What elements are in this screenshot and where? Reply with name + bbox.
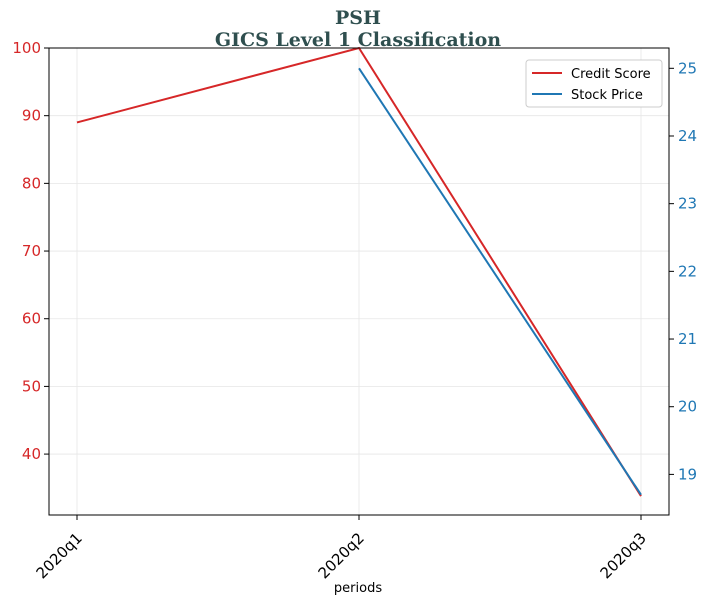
- left-tick-label: 60: [22, 310, 41, 328]
- right-tick-label: 23: [678, 195, 697, 213]
- x-tick-label: 2020q2: [315, 529, 368, 582]
- left-axis: 40 50 60 70 80 90 100: [12, 39, 49, 463]
- x-axis-label: periods: [334, 581, 382, 596]
- right-axis: 19 20 21 22 23 24 25: [669, 59, 697, 483]
- series-line-stock-price: [358, 67, 642, 496]
- right-tick-label: 19: [678, 465, 697, 483]
- left-tick-label: 100: [12, 39, 41, 57]
- legend-label-credit-score: Credit Score: [571, 67, 651, 82]
- left-tick-label: 80: [22, 174, 41, 192]
- left-tick-label: 40: [22, 445, 41, 463]
- x-tick-label: 2020q1: [33, 529, 86, 582]
- x-tick-label: 2020q3: [597, 529, 650, 582]
- right-tick-label: 25: [678, 59, 697, 77]
- right-tick-label: 20: [678, 398, 697, 416]
- left-tick-label: 70: [22, 242, 41, 260]
- left-tick-label: 50: [22, 377, 41, 395]
- grid: [49, 47, 669, 515]
- x-axis: 2020q1 2020q2 2020q3: [33, 515, 650, 582]
- chart-title: PSH: [335, 7, 381, 29]
- legend: Credit Score Stock Price: [525, 59, 663, 108]
- legend-box: [525, 59, 663, 108]
- right-tick-label: 21: [678, 330, 697, 348]
- right-tick-label: 22: [678, 262, 697, 280]
- left-tick-label: 90: [22, 107, 41, 125]
- chart-subtitle: GICS Level 1 Classification: [215, 29, 501, 51]
- right-tick-label: 24: [678, 127, 697, 145]
- legend-label-stock-price: Stock Price: [571, 88, 643, 103]
